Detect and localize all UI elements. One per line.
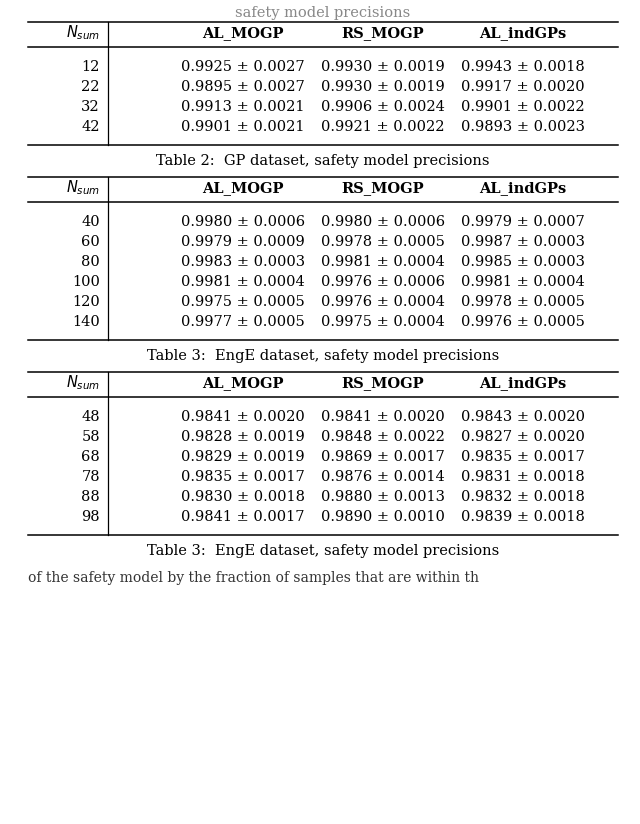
Text: 0.9901 ± 0.0021: 0.9901 ± 0.0021: [181, 120, 305, 134]
Text: 80: 80: [81, 255, 100, 269]
Text: 0.9979 ± 0.0009: 0.9979 ± 0.0009: [181, 235, 305, 249]
Text: 0.9831 ± 0.0018: 0.9831 ± 0.0018: [461, 470, 585, 484]
Text: 0.9981 ± 0.0004: 0.9981 ± 0.0004: [181, 275, 305, 289]
Text: 0.9835 ± 0.0017: 0.9835 ± 0.0017: [181, 470, 305, 484]
Text: 58: 58: [81, 430, 100, 444]
Text: 140: 140: [72, 315, 100, 329]
Text: 0.9975 ± 0.0005: 0.9975 ± 0.0005: [181, 295, 305, 309]
Text: RS_MOGP: RS_MOGP: [342, 181, 424, 195]
Text: 0.9943 ± 0.0018: 0.9943 ± 0.0018: [461, 60, 585, 74]
Text: 0.9913 ± 0.0021: 0.9913 ± 0.0021: [181, 100, 305, 114]
Text: 0.9841 ± 0.0020: 0.9841 ± 0.0020: [321, 410, 445, 424]
Text: RS_MOGP: RS_MOGP: [342, 26, 424, 40]
Text: 12: 12: [82, 60, 100, 74]
Text: 68: 68: [81, 450, 100, 464]
Text: $N_{sum}$: $N_{sum}$: [66, 179, 100, 198]
Text: 98: 98: [81, 510, 100, 524]
Text: 0.9977 ± 0.0005: 0.9977 ± 0.0005: [181, 315, 305, 329]
Text: Table 3:  EngE dataset, safety model precisions: Table 3: EngE dataset, safety model prec…: [147, 349, 499, 363]
Text: 0.9917 ± 0.0020: 0.9917 ± 0.0020: [461, 80, 585, 94]
Text: 40: 40: [81, 215, 100, 229]
Text: AL_MOGP: AL_MOGP: [202, 181, 284, 195]
Text: 0.9925 ± 0.0027: 0.9925 ± 0.0027: [181, 60, 305, 74]
Text: AL_MOGP: AL_MOGP: [202, 26, 284, 40]
Text: 0.9983 ± 0.0003: 0.9983 ± 0.0003: [181, 255, 305, 269]
Text: safety model precisions: safety model precisions: [236, 6, 411, 20]
Text: 120: 120: [72, 295, 100, 309]
Text: 0.9828 ± 0.0019: 0.9828 ± 0.0019: [181, 430, 305, 444]
Text: 0.9981 ± 0.0004: 0.9981 ± 0.0004: [461, 275, 585, 289]
Text: AL_indGPs: AL_indGPs: [479, 181, 566, 195]
Text: 0.9979 ± 0.0007: 0.9979 ± 0.0007: [461, 215, 585, 229]
Text: 0.9880 ± 0.0013: 0.9880 ± 0.0013: [321, 490, 445, 504]
Text: 0.9839 ± 0.0018: 0.9839 ± 0.0018: [461, 510, 585, 524]
Text: 0.9985 ± 0.0003: 0.9985 ± 0.0003: [461, 255, 585, 269]
Text: 48: 48: [81, 410, 100, 424]
Text: 88: 88: [81, 490, 100, 504]
Text: 0.9830 ± 0.0018: 0.9830 ± 0.0018: [181, 490, 305, 504]
Text: 0.9981 ± 0.0004: 0.9981 ± 0.0004: [321, 255, 445, 269]
Text: 0.9976 ± 0.0005: 0.9976 ± 0.0005: [461, 315, 585, 329]
Text: $N_{sum}$: $N_{sum}$: [66, 24, 100, 42]
Text: 0.9978 ± 0.0005: 0.9978 ± 0.0005: [461, 295, 585, 309]
Text: 0.9930 ± 0.0019: 0.9930 ± 0.0019: [321, 60, 445, 74]
Text: 0.9835 ± 0.0017: 0.9835 ± 0.0017: [461, 450, 585, 464]
Text: 0.9976 ± 0.0004: 0.9976 ± 0.0004: [321, 295, 445, 309]
Text: RS_MOGP: RS_MOGP: [342, 376, 424, 390]
Text: 0.9841 ± 0.0020: 0.9841 ± 0.0020: [181, 410, 305, 424]
Text: 100: 100: [72, 275, 100, 289]
Text: AL_MOGP: AL_MOGP: [202, 376, 284, 390]
Text: 0.9869 ± 0.0017: 0.9869 ± 0.0017: [321, 450, 445, 464]
Text: 32: 32: [81, 100, 100, 114]
Text: 0.9921 ± 0.0022: 0.9921 ± 0.0022: [321, 120, 445, 134]
Text: 0.9976 ± 0.0006: 0.9976 ± 0.0006: [321, 275, 445, 289]
Text: 0.9841 ± 0.0017: 0.9841 ± 0.0017: [181, 510, 305, 524]
Text: 22: 22: [81, 80, 100, 94]
Text: of the safety model by the fraction of samples that are within th: of the safety model by the fraction of s…: [28, 571, 479, 585]
Text: 0.9906 ± 0.0024: 0.9906 ± 0.0024: [321, 100, 445, 114]
Text: 0.9987 ± 0.0003: 0.9987 ± 0.0003: [461, 235, 585, 249]
Text: 78: 78: [81, 470, 100, 484]
Text: 0.9980 ± 0.0006: 0.9980 ± 0.0006: [321, 215, 445, 229]
Text: 0.9975 ± 0.0004: 0.9975 ± 0.0004: [321, 315, 445, 329]
Text: 0.9843 ± 0.0020: 0.9843 ± 0.0020: [461, 410, 585, 424]
Text: 0.9829 ± 0.0019: 0.9829 ± 0.0019: [181, 450, 305, 464]
Text: 0.9978 ± 0.0005: 0.9978 ± 0.0005: [321, 235, 445, 249]
Text: 0.9890 ± 0.0010: 0.9890 ± 0.0010: [321, 510, 445, 524]
Text: 0.9901 ± 0.0022: 0.9901 ± 0.0022: [461, 100, 585, 114]
Text: AL_indGPs: AL_indGPs: [479, 376, 566, 390]
Text: Table 2:  GP dataset, safety model precisions: Table 2: GP dataset, safety model precis…: [156, 154, 490, 168]
Text: 0.9930 ± 0.0019: 0.9930 ± 0.0019: [321, 80, 445, 94]
Text: $N_{sum}$: $N_{sum}$: [66, 373, 100, 392]
Text: 0.9832 ± 0.0018: 0.9832 ± 0.0018: [461, 490, 585, 504]
Text: 0.9980 ± 0.0006: 0.9980 ± 0.0006: [181, 215, 305, 229]
Text: 0.9895 ± 0.0027: 0.9895 ± 0.0027: [181, 80, 305, 94]
Text: 0.9876 ± 0.0014: 0.9876 ± 0.0014: [321, 470, 445, 484]
Text: 0.9827 ± 0.0020: 0.9827 ± 0.0020: [461, 430, 585, 444]
Text: 0.9848 ± 0.0022: 0.9848 ± 0.0022: [321, 430, 445, 444]
Text: 42: 42: [81, 120, 100, 134]
Text: Table 3:  EngE dataset, safety model precisions: Table 3: EngE dataset, safety model prec…: [147, 544, 499, 558]
Text: 0.9893 ± 0.0023: 0.9893 ± 0.0023: [461, 120, 585, 134]
Text: AL_indGPs: AL_indGPs: [479, 26, 566, 40]
Text: 60: 60: [81, 235, 100, 249]
